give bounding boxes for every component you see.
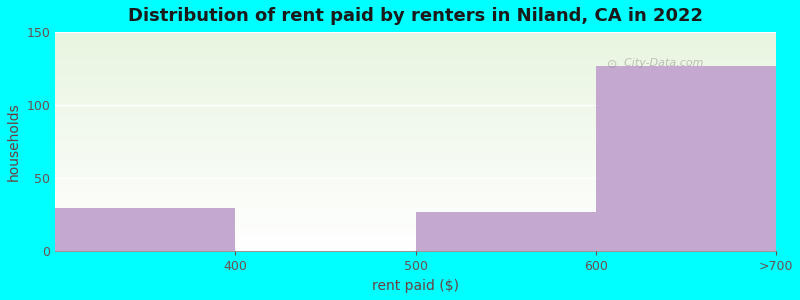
Bar <box>415 212 596 251</box>
Bar <box>596 66 776 251</box>
Title: Distribution of rent paid by renters in Niland, CA in 2022: Distribution of rent paid by renters in … <box>128 7 703 25</box>
Bar <box>55 208 235 251</box>
Text: City-Data.com: City-Data.com <box>618 58 704 68</box>
Y-axis label: households: households <box>7 102 21 181</box>
Text: ⊙: ⊙ <box>606 58 617 71</box>
X-axis label: rent paid ($): rent paid ($) <box>372 279 459 293</box>
